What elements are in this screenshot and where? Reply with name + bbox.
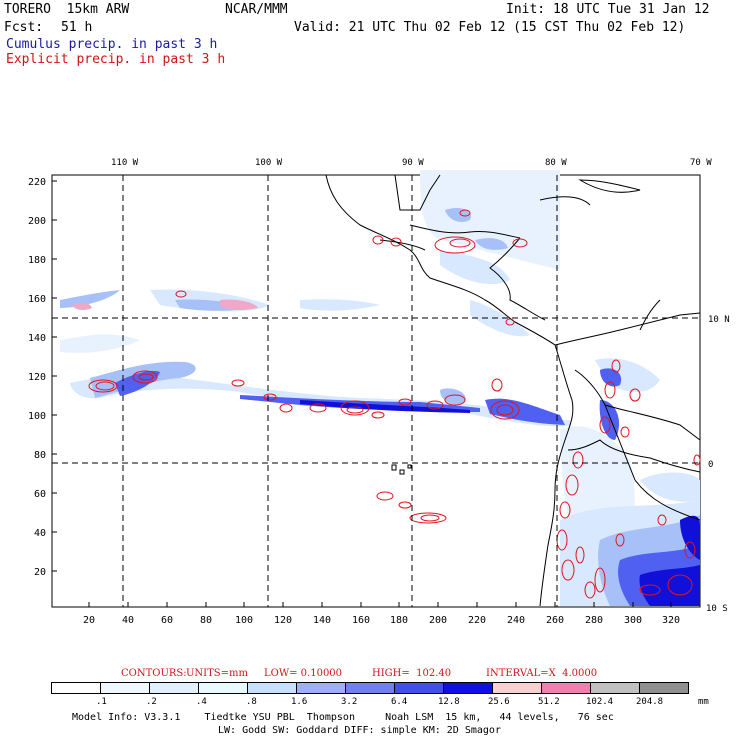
- legend-label: 6.4: [391, 697, 408, 707]
- organization: NCAR/MMM: [225, 2, 288, 17]
- explicit-precip-contours: [88, 209, 701, 599]
- contours-units: UNITS=mm: [186, 668, 248, 679]
- x-tick-label: 180: [390, 615, 408, 625]
- x-tick-label: 80: [200, 615, 212, 625]
- legend-label: 25.6: [488, 697, 510, 707]
- legend-label: 1.6: [291, 697, 308, 707]
- coastline-gulf-mexico: [394, 174, 441, 211]
- legend-swatch: [100, 682, 150, 694]
- x-tick-label: 60: [161, 615, 173, 625]
- precip-map: 110 W 100 W 90 W 80 W 70 W 10 N 0 10 S 2…: [28, 158, 730, 625]
- lat-label-0: 0: [708, 460, 713, 470]
- lat-label-10n: 10 N: [708, 315, 730, 325]
- contours-interval: INTERVAL=X 4.0000: [486, 668, 598, 679]
- y-tick-label: 60: [34, 489, 46, 500]
- model-info: Model Info: V3.3.1 Tiedtke YSU PBL Thomp…: [72, 712, 614, 723]
- coastline-south-america-west: [539, 344, 574, 607]
- legend-label: .4: [196, 697, 207, 707]
- valid-time: Valid: 21 UTC Thu 02 Feb 12 (15 CST Thu …: [294, 20, 686, 35]
- galapagos: [391, 464, 412, 475]
- legend-label: 3.2: [341, 697, 358, 707]
- legend-swatch: [149, 682, 199, 694]
- fcst-value: 51 h: [61, 20, 93, 35]
- legend-swatch: [296, 682, 346, 694]
- border-peru-brazil: [604, 404, 701, 521]
- x-tick-label: 260: [546, 615, 564, 625]
- x-tick-label: 140: [313, 615, 331, 625]
- legend-swatch: [492, 682, 542, 694]
- border-ecuador-peru: [567, 439, 701, 473]
- lon-label-100w: 100 W: [255, 158, 283, 168]
- legend-label: .2: [146, 697, 157, 707]
- y-tick-label: 40: [34, 528, 46, 539]
- legend-swatch: [639, 682, 689, 694]
- fcst-label: Fcst:: [4, 20, 44, 35]
- x-tick-label: 200: [429, 615, 447, 625]
- y-tick-label: 140: [28, 333, 46, 344]
- y-axis: 220 200 180 160 140 120 100 80 60 40 20: [28, 177, 46, 578]
- y-tick-label: 20: [34, 567, 46, 578]
- x-tick-label: 220: [468, 615, 486, 625]
- legend-label: 204.8: [636, 697, 664, 707]
- x-tick-label: 100: [235, 615, 253, 625]
- cumulus-precip-label: Cumulus precip. in past 3 h: [6, 37, 218, 52]
- x-tick-label: 240: [507, 615, 525, 625]
- legend-swatch: [345, 682, 395, 694]
- lon-label-80w: 80 W: [545, 158, 567, 168]
- cumulus-precip-shading: [60, 170, 700, 606]
- y-tick-label: 120: [28, 372, 46, 383]
- legend-swatch: [590, 682, 640, 694]
- x-tick-label: 320: [662, 615, 680, 625]
- x-axis: 20 40 60 80 100 120 140 160 180 200 220 …: [83, 615, 680, 625]
- x-tick-label: 160: [352, 615, 370, 625]
- coastlines: [325, 174, 701, 607]
- lon-label-70w: 70 W: [690, 158, 712, 168]
- y-tick-label: 160: [28, 294, 46, 305]
- x-tick-label: 120: [274, 615, 292, 625]
- x-tick-label: 40: [122, 615, 134, 625]
- legend-label: .1: [96, 697, 107, 707]
- explicit-precip-label: Explicit precip. in past 3 h: [6, 52, 226, 67]
- contours-low: LOW= 0.10000: [264, 668, 343, 679]
- legend-label: 51.2: [538, 697, 560, 707]
- contours-label: CONTOURS:: [121, 668, 187, 679]
- x-tick-label: 20: [83, 615, 95, 625]
- lat-label-10s: 10 S: [706, 604, 728, 614]
- model-title: TORERO 15km ARW: [4, 2, 130, 17]
- legend-swatch: [541, 682, 591, 694]
- y-tick-label: 200: [28, 216, 46, 227]
- x-tick-label: 300: [624, 615, 642, 625]
- legend-swatch: [247, 682, 297, 694]
- legend-unit: mm: [698, 697, 709, 707]
- coastline-mexico-central-america: [325, 174, 556, 346]
- lon-label-110w: 110 W: [111, 158, 139, 168]
- x-tick-label: 280: [585, 615, 603, 625]
- legend-label: 12.8: [438, 697, 460, 707]
- legend-swatch: [443, 682, 493, 694]
- legend-swatch: [51, 682, 101, 694]
- legend-swatch: [394, 682, 444, 694]
- legend-swatch: [198, 682, 248, 694]
- lon-label-90w: 90 W: [402, 158, 424, 168]
- lat-lon-grid: [52, 175, 700, 607]
- legend-label: 102.4: [586, 697, 614, 707]
- y-tick-label: 220: [28, 177, 46, 188]
- legend-label: .8: [246, 697, 257, 707]
- model-physics: LW: Godd SW: Goddard DIFF: simple KM: 2D…: [218, 725, 501, 736]
- color-legend: [51, 682, 689, 694]
- contours-high: HIGH= 102.40: [372, 668, 452, 679]
- init-time: Init: 18 UTC Tue 31 Jan 12: [506, 2, 710, 17]
- y-tick-label: 80: [34, 450, 46, 461]
- y-tick-label: 180: [28, 255, 46, 266]
- y-tick-label: 100: [28, 411, 46, 422]
- coastline-caribbean-islands: [578, 179, 641, 193]
